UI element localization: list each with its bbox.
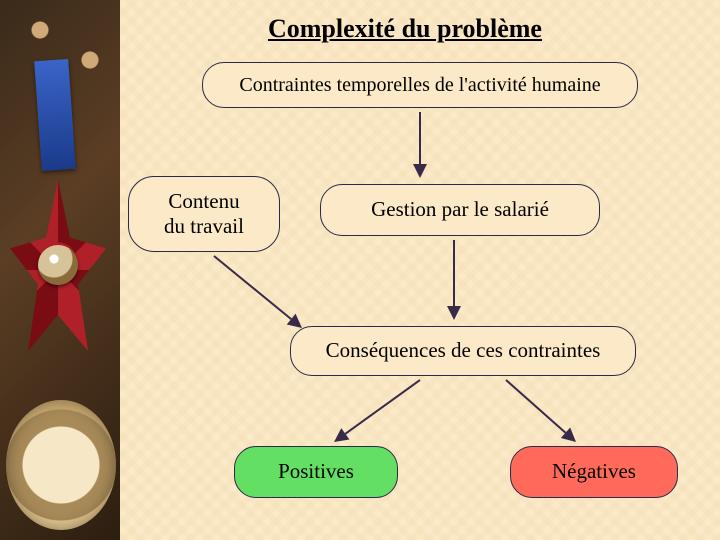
node-consequences: Conséquences de ces contraintes <box>290 326 636 376</box>
node-positives: Positives <box>234 446 398 498</box>
medal-ribbon <box>34 59 76 171</box>
slide-stage: Complexité du problème Contraintes tempo… <box>0 0 720 540</box>
node-negatives: Négatives <box>510 446 678 498</box>
node-consequences-label: Conséquences de ces contraintes <box>326 338 601 363</box>
node-management: Gestion par le salarié <box>320 184 600 236</box>
medal-center <box>38 245 78 285</box>
node-constraints-label: Contraintes temporelles de l'activité hu… <box>239 73 600 97</box>
node-content-label: Contenudu travail <box>164 189 244 239</box>
node-negatives-label: Négatives <box>552 459 636 484</box>
node-management-label: Gestion par le salarié <box>371 197 549 222</box>
node-content: Contenudu travail <box>128 176 280 252</box>
node-positives-label: Positives <box>278 459 354 484</box>
node-constraints: Contraintes temporelles de l'activité hu… <box>202 62 638 108</box>
slide-title: Complexité du problème <box>268 14 542 44</box>
decorative-left-panel <box>0 0 120 540</box>
